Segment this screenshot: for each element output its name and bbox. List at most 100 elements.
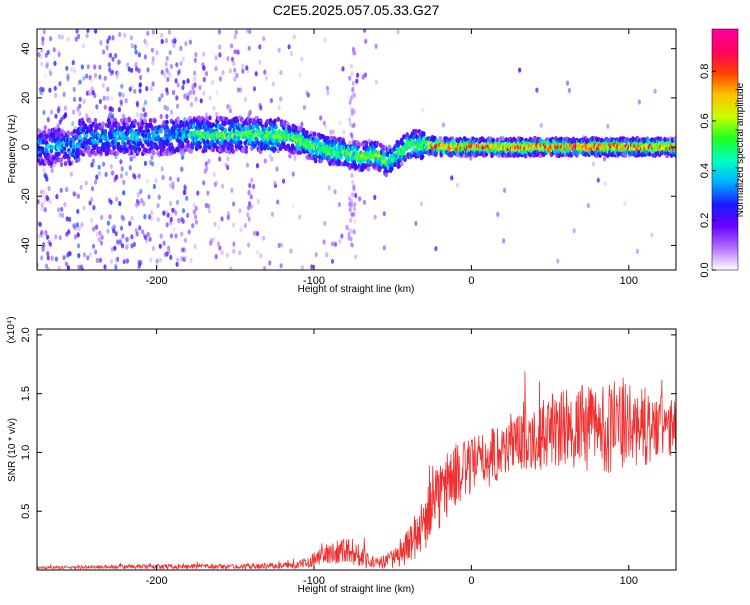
spectrogram-cell	[93, 64, 97, 70]
spectrogram-cell	[91, 158, 95, 164]
spectrogram-cell	[121, 233, 125, 239]
spectrogram-cell	[103, 104, 107, 110]
spectrogram-cell	[349, 218, 353, 223]
spectrogram-cell	[286, 143, 291, 149]
spectrogram-cell	[214, 66, 218, 72]
spectrogram-cell	[118, 238, 122, 244]
spectrogram-cell	[373, 214, 377, 220]
spectrogram-cell	[47, 185, 51, 192]
spectrogram-cell	[68, 161, 72, 166]
spectrogram-cell	[108, 67, 112, 73]
spectrogram-cell	[219, 116, 223, 122]
spectrogram-cell	[139, 259, 143, 266]
spectrogram-cell	[338, 238, 342, 244]
spectrogram-cell	[192, 202, 196, 208]
spectrogram-cell	[114, 231, 118, 237]
spectrogram-cell	[58, 81, 62, 87]
spectrogram-cell	[220, 216, 224, 222]
spectrogram-cell	[161, 174, 165, 181]
spectrogram-cell	[255, 249, 260, 255]
spectrogram-cell	[351, 242, 355, 248]
spectrogram-cell	[92, 205, 96, 211]
spectrogram-cell	[145, 86, 149, 92]
spectrogram-cell	[134, 49, 138, 55]
spectrogram-cell	[194, 219, 198, 225]
spectrogram-cell	[190, 101, 194, 108]
spectrogram-cell	[59, 157, 63, 163]
spectrogram-cell	[115, 130, 120, 136]
spectrogram-cell	[126, 62, 130, 68]
spectrogram-cell	[252, 86, 257, 92]
spectrogram-cell	[175, 103, 180, 109]
spectrogram-cell	[162, 240, 166, 246]
spectrogram-cell	[106, 86, 110, 92]
spectrogram-cell	[276, 199, 280, 205]
spectrogram-cell	[105, 45, 109, 51]
spectrogram-cell	[364, 38, 368, 44]
spectrogram-cell	[193, 57, 197, 63]
spectrogram-cell	[293, 155, 297, 161]
spectrogram-cell	[98, 230, 102, 236]
spectrogram-cell	[48, 234, 52, 240]
spectrogram-cell	[138, 225, 142, 231]
spectrogram-cell	[54, 256, 59, 262]
spectrogram-cell	[298, 214, 302, 220]
spectrogram-cell	[177, 68, 182, 74]
spectrogram-cell	[90, 197, 94, 203]
spectrogram-cell	[262, 36, 266, 42]
spectrogram-cell	[616, 151, 621, 157]
spectrogram-cell	[137, 173, 141, 179]
spectrogram-cell	[43, 73, 48, 79]
spectrogram-cell	[65, 65, 69, 71]
spectrogram-cell	[441, 122, 446, 128]
spectrogram-cell	[246, 212, 250, 218]
spectrogram-cell	[153, 118, 157, 124]
spectrogram-cell	[323, 123, 328, 129]
x-tick-label: 100	[620, 275, 638, 287]
spectrogram-cell	[181, 218, 185, 224]
spectrogram-cell	[130, 85, 134, 91]
spectrogram-cell	[268, 260, 272, 266]
spectrogram-cell	[183, 117, 187, 123]
spectrogram-cell	[62, 255, 66, 261]
spectrogram-cell	[176, 70, 181, 76]
spectrogram-cell	[66, 76, 70, 82]
spectrogram-cell	[172, 227, 176, 233]
colorbar: 0.0 0.2 0.4 0.6 0.8 Normalized spectral ampl…	[699, 28, 746, 278]
spectrogram-cell	[158, 128, 163, 134]
spectrogram-cell	[319, 115, 323, 121]
spectrogram-cell	[121, 216, 126, 222]
spectrogram-cell	[79, 264, 84, 270]
spectrogram-cell	[232, 60, 236, 66]
snr-ticks: -200 -100 0 100 0.5 1.0 1.5 2.0	[20, 327, 676, 587]
spectrogram-cell	[180, 231, 184, 237]
spectrogram-cell	[279, 96, 283, 102]
spectrogram-cell	[247, 45, 251, 51]
spectrogram-cell	[147, 214, 152, 220]
spectrogram-cell	[248, 182, 252, 189]
spectrogram-cell	[230, 143, 234, 149]
spectrogram-cell	[663, 137, 667, 143]
spectrogram-cell	[123, 142, 127, 147]
spectrogram-cell	[42, 189, 46, 195]
spectrogram-cell	[148, 236, 152, 242]
spectrogram-cell	[130, 215, 134, 221]
spectrogram-cell	[225, 252, 229, 258]
spectrogram-cell	[37, 234, 41, 240]
spectrogram-cell	[244, 149, 249, 154]
spectrogram-cell	[56, 207, 61, 213]
spectrogram-cell	[207, 158, 211, 164]
spectrogram-cell	[108, 113, 112, 119]
spectrogram-cell	[137, 52, 141, 58]
spectrogram-cell	[186, 95, 190, 101]
spectrogram-cell	[99, 39, 103, 46]
spectrogram-cell	[163, 104, 167, 110]
spectrogram-cell	[169, 254, 173, 260]
spectrogram-cell	[503, 187, 507, 193]
snr-frame	[36, 328, 677, 571]
spectrogram-cell	[54, 113, 58, 119]
spectrogram-cell	[69, 171, 73, 177]
spectrogram-cell	[270, 211, 274, 217]
